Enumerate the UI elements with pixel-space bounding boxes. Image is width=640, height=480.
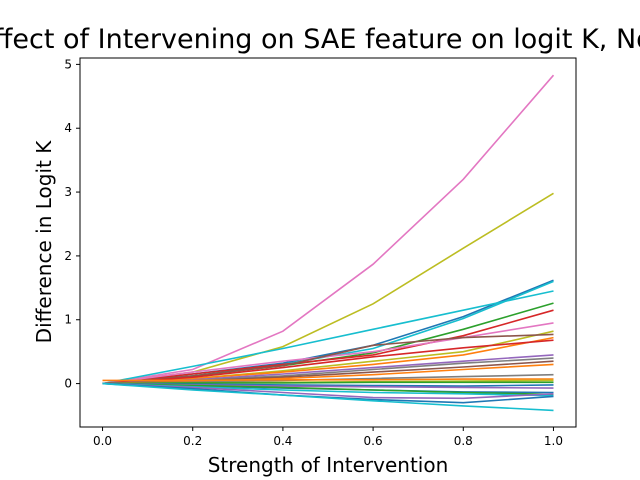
series-line-28 xyxy=(102,382,554,412)
x-tick-label: 0.0 xyxy=(93,434,112,448)
x-axis-label: Strength of Intervention xyxy=(208,453,449,477)
series-line-26 xyxy=(102,382,554,400)
series-line-10 xyxy=(102,333,554,385)
series-line-11 xyxy=(102,336,554,385)
x-tick-label: 0.4 xyxy=(273,434,292,448)
series-line-1 xyxy=(102,74,555,385)
series-line-8 xyxy=(102,322,554,385)
x-tick-label: 1.0 xyxy=(544,434,563,448)
y-tick-label: 1 xyxy=(64,313,72,327)
x-axis: 0.0 0.2 0.4 0.6 0.8 1.0 xyxy=(93,427,563,448)
series-line-4 xyxy=(102,290,554,385)
y-tick-label: 2 xyxy=(64,249,72,263)
series-line-12 xyxy=(102,339,554,385)
series-line-20 xyxy=(102,381,554,385)
plot-area xyxy=(102,74,555,412)
plot-frame xyxy=(79,57,577,428)
x-tick-label: 0.8 xyxy=(454,434,473,448)
chart-title: Effect of Intervening on SAE feature on … xyxy=(0,24,640,55)
x-tick-label: 0.2 xyxy=(183,434,202,448)
y-tick-label: 4 xyxy=(64,121,72,135)
series-line-18 xyxy=(102,378,554,382)
y-tick-label: 0 xyxy=(64,377,72,391)
y-tick-label: 3 xyxy=(64,185,72,199)
y-tick-label: 5 xyxy=(64,57,72,71)
series-line-7 xyxy=(102,309,554,385)
y-axis-label: Difference in Logit K xyxy=(32,140,56,344)
series-line-24 xyxy=(102,382,554,396)
x-tick-label: 0.6 xyxy=(364,434,383,448)
y-axis: 0 1 2 3 4 5 xyxy=(64,57,80,391)
